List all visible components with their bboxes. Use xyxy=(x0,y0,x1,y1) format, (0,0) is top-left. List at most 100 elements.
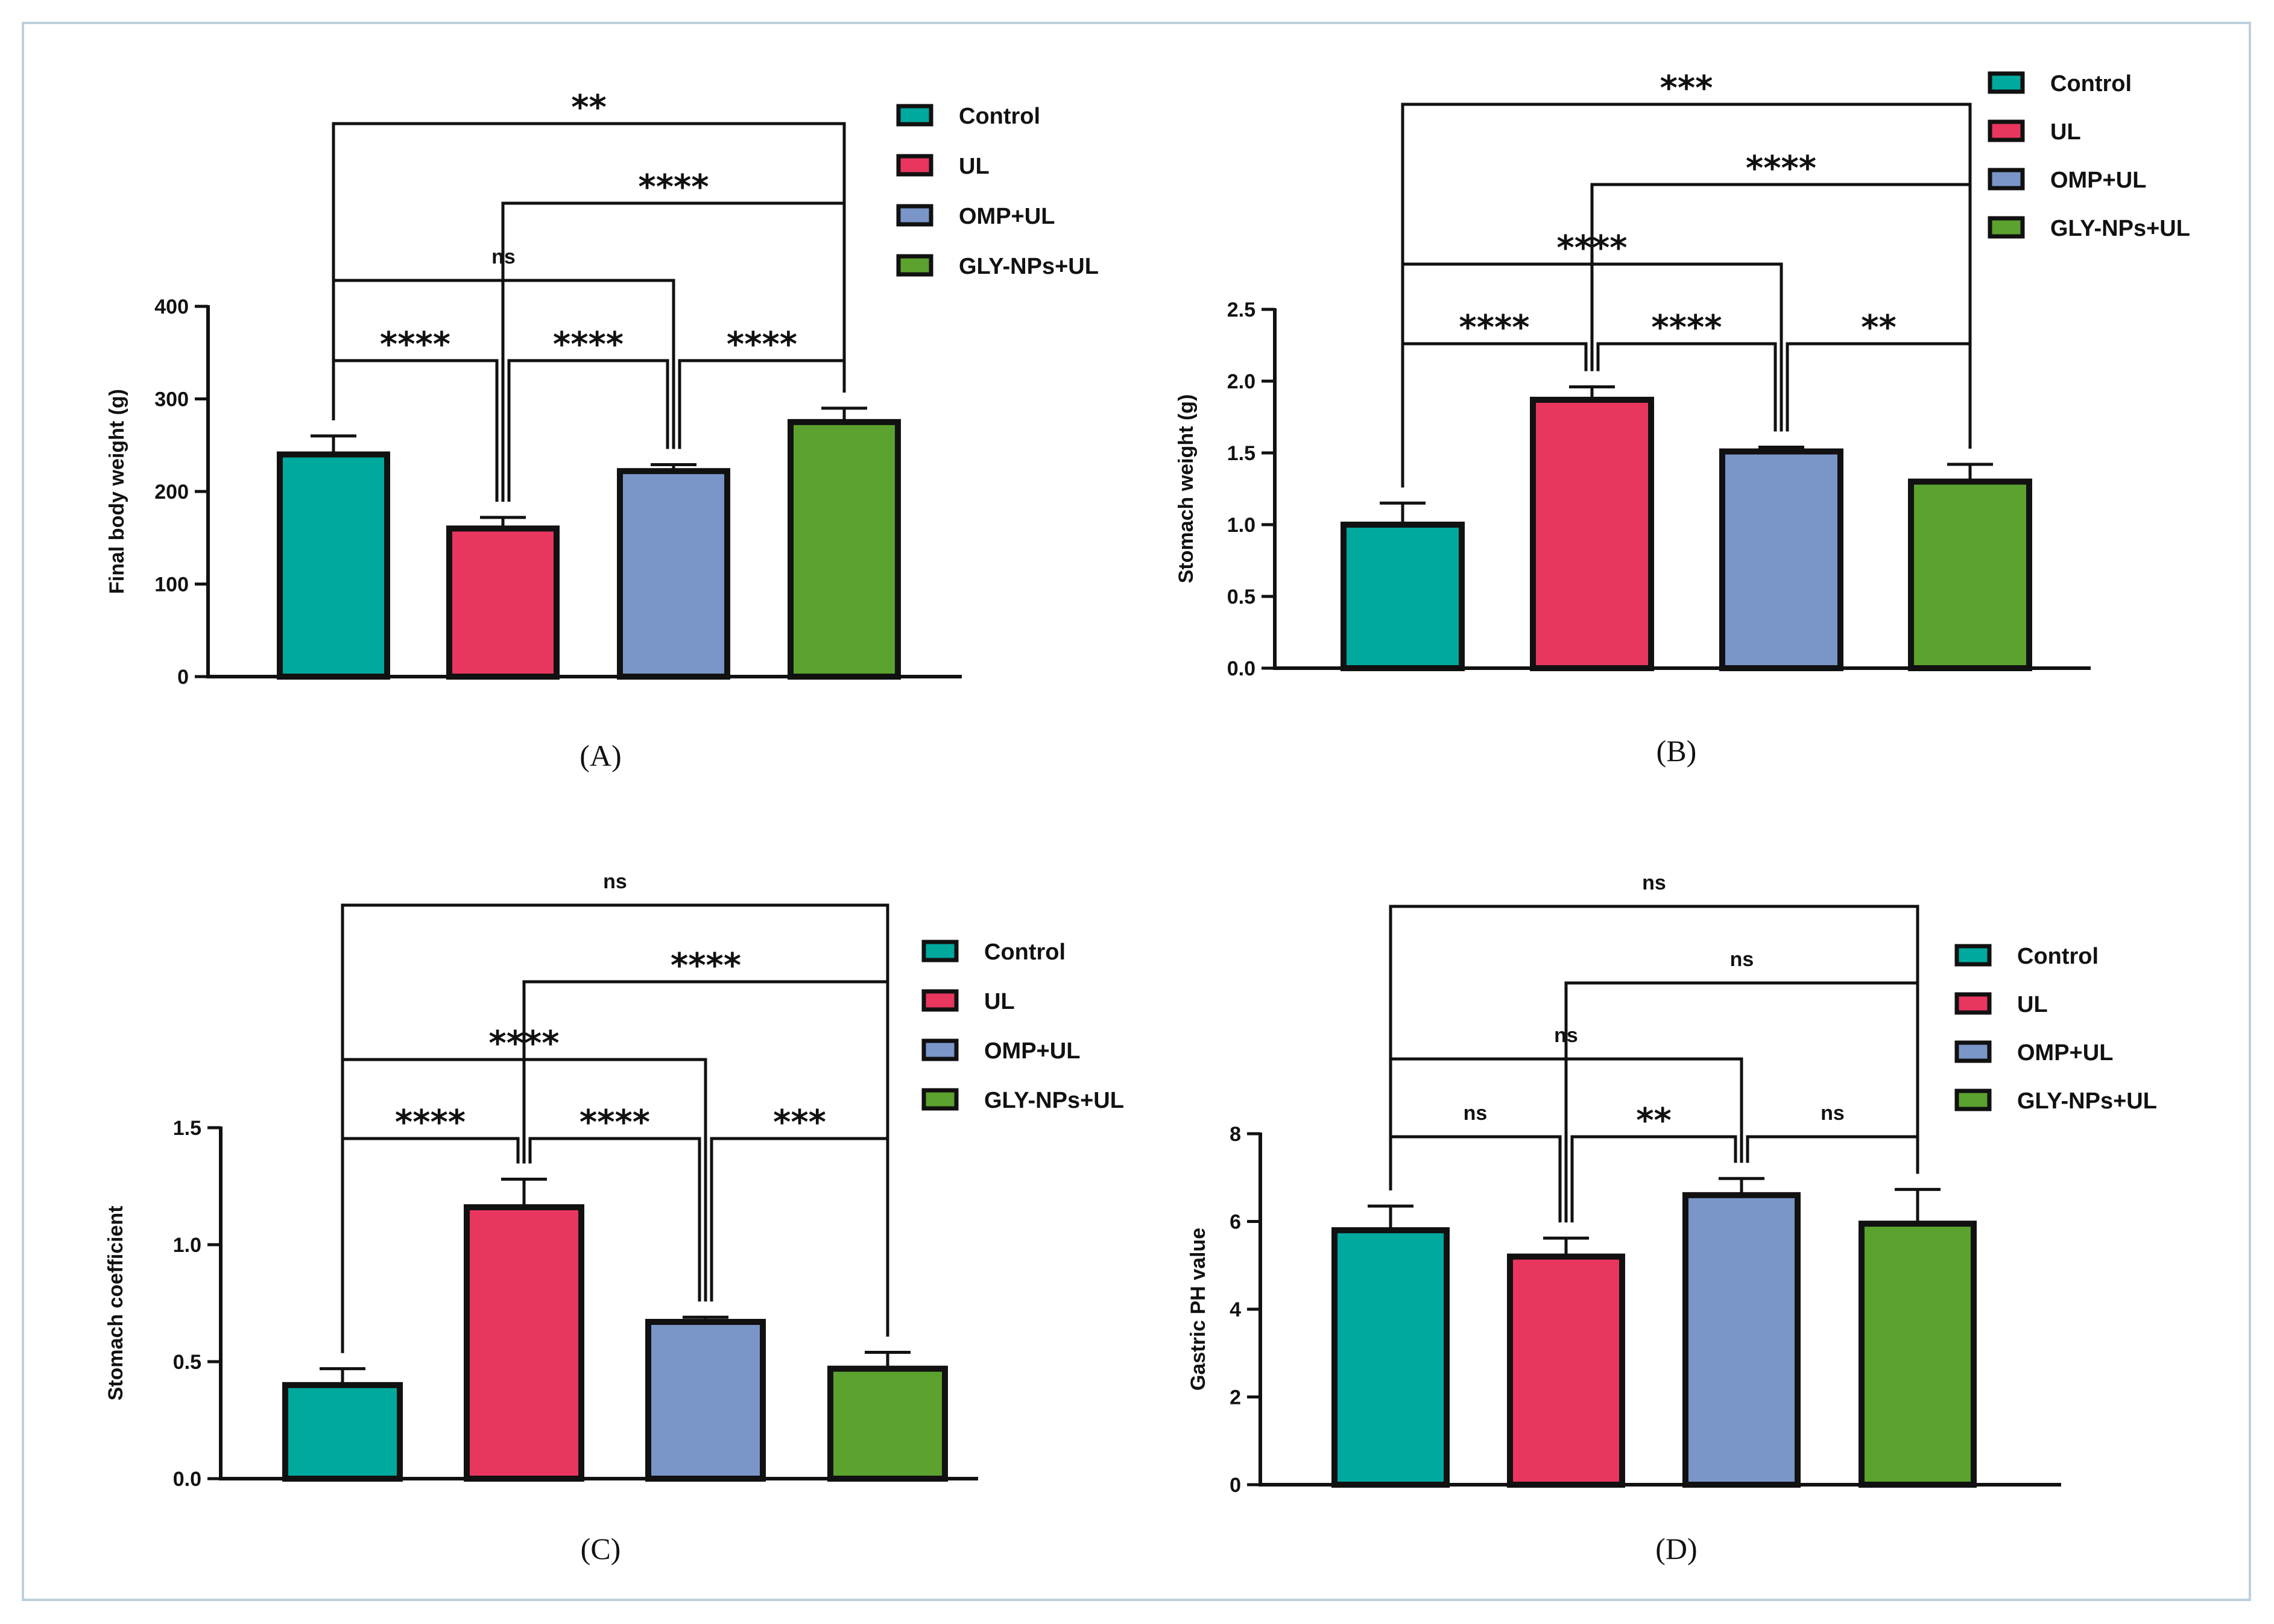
significance-bracket xyxy=(507,359,669,502)
legend-label: Control xyxy=(984,940,1066,965)
legend-label: GLY-NPs+UL xyxy=(2050,216,2190,241)
significance-bracket xyxy=(1389,905,1919,1191)
y-tick-label: 200 xyxy=(154,481,189,504)
significance-bracket xyxy=(1389,1135,1562,1223)
legend-label: Control xyxy=(2017,944,2099,969)
y-tick-label: 0 xyxy=(177,666,189,689)
y-tick-label: 6 xyxy=(1230,1211,1241,1234)
legend-swatch xyxy=(1954,1040,1992,1063)
y-tick-label: 4 xyxy=(1230,1298,1241,1321)
legend-label: UL xyxy=(2050,119,2081,145)
significance-bracket xyxy=(678,359,846,449)
y-tick-label: 0.0 xyxy=(1227,657,1255,680)
legend-label: OMP+UL xyxy=(984,1038,1080,1064)
y-tick-label: 400 xyxy=(154,295,189,318)
significance-label: *** xyxy=(773,1103,826,1142)
significance-label: **** xyxy=(1556,229,1627,268)
legend-label: OMP+UL xyxy=(2050,168,2146,193)
legend-swatch xyxy=(896,254,933,277)
significance-label: ns xyxy=(1464,1102,1488,1125)
y-tick-label: 1.0 xyxy=(173,1234,201,1257)
significance-label: **** xyxy=(1459,308,1529,347)
legend-label: UL xyxy=(2017,992,2048,1017)
y-tick-label: 1.5 xyxy=(173,1117,201,1140)
panel-label: (D) xyxy=(1655,1532,1697,1566)
significance-bracket xyxy=(341,1137,520,1353)
legend-swatch xyxy=(1988,71,2025,94)
legend-swatch xyxy=(1954,992,1992,1015)
legend-label: OMP+UL xyxy=(2017,1040,2113,1066)
significance-label: **** xyxy=(1651,308,1722,347)
legend-label: GLY-NPs+UL xyxy=(984,1088,1124,1113)
y-axis-label: Stomach weight (g) xyxy=(1175,394,1198,584)
significance-bracket xyxy=(1564,981,1919,1223)
y-tick-label: 0.5 xyxy=(173,1351,201,1374)
significance-label: ** xyxy=(571,88,607,127)
bar-gly-nps-ul xyxy=(1859,1221,1977,1488)
significance-bracket xyxy=(1596,342,1777,432)
y-tick-label: 2 xyxy=(1230,1386,1241,1409)
significance-label: **** xyxy=(395,1103,466,1142)
legend-swatch xyxy=(896,104,933,127)
legend-swatch xyxy=(1954,944,1992,967)
bar-ul xyxy=(1507,1253,1625,1488)
legend-swatch xyxy=(896,204,933,227)
significance-bracket xyxy=(1746,1135,1919,1174)
significance-label: **** xyxy=(488,1024,559,1063)
bar-ul xyxy=(446,525,560,680)
bar-gly-nps-ul xyxy=(827,1365,948,1482)
y-tick-label: 300 xyxy=(154,388,189,411)
bar-gly-nps-ul xyxy=(1908,478,2032,671)
significance-bracket xyxy=(332,279,675,449)
bar-control xyxy=(1331,1227,1450,1488)
y-tick-label: 1.5 xyxy=(1227,442,1255,465)
significance-bracket xyxy=(501,201,846,502)
significance-label: ns xyxy=(603,870,627,893)
y-tick-label: 8 xyxy=(1230,1123,1241,1146)
bar-gly-nps-ul xyxy=(788,419,901,680)
significance-bracket xyxy=(1389,1057,1743,1191)
bar-control xyxy=(282,1382,403,1482)
bar-control xyxy=(277,451,390,680)
legend-label: GLY-NPs+UL xyxy=(959,254,1099,279)
bar-omp-ul xyxy=(645,1319,766,1482)
significance-bracket xyxy=(332,359,499,502)
significance-label: ns xyxy=(491,245,516,268)
significance-bracket xyxy=(1786,342,1972,449)
significance-label: **** xyxy=(380,325,450,364)
y-tick-label: 1.0 xyxy=(1227,514,1255,537)
legend-swatch xyxy=(1954,1088,1992,1111)
legend-swatch xyxy=(1988,119,2025,142)
y-axis-label: Gastric PH value xyxy=(1187,1228,1210,1391)
significance-label: **** xyxy=(1746,149,1816,188)
bar-omp-ul xyxy=(1682,1192,1801,1488)
significance-bracket xyxy=(528,1137,701,1302)
legend-swatch xyxy=(1988,216,2025,239)
legend-label: GLY-NPs+UL xyxy=(2017,1088,2157,1114)
panel-label: (B) xyxy=(1657,734,1697,768)
significance-bracket xyxy=(1401,103,1972,488)
y-axis-label: Final body weight (g) xyxy=(106,389,128,594)
significance-label: *** xyxy=(1660,69,1713,108)
panel-label: (A) xyxy=(580,739,621,773)
significance-bracket xyxy=(332,122,846,420)
y-tick-label: 0.5 xyxy=(1227,586,1255,608)
significance-bracket xyxy=(1590,183,1972,449)
significance-label: ** xyxy=(1636,1101,1672,1140)
y-tick-label: 0 xyxy=(1230,1474,1241,1497)
significance-label: ns xyxy=(1730,948,1754,971)
y-tick-label: 2.5 xyxy=(1227,299,1255,321)
significance-label: **** xyxy=(727,325,797,364)
bar-omp-ul xyxy=(1719,448,1843,671)
significance-label: **** xyxy=(638,168,709,207)
y-tick-label: 0.0 xyxy=(173,1468,201,1491)
significance-label: **** xyxy=(580,1103,650,1142)
legend-swatch xyxy=(921,989,959,1012)
bar-omp-ul xyxy=(617,468,730,680)
significance-label: **** xyxy=(671,946,741,985)
legend-swatch xyxy=(921,940,959,962)
